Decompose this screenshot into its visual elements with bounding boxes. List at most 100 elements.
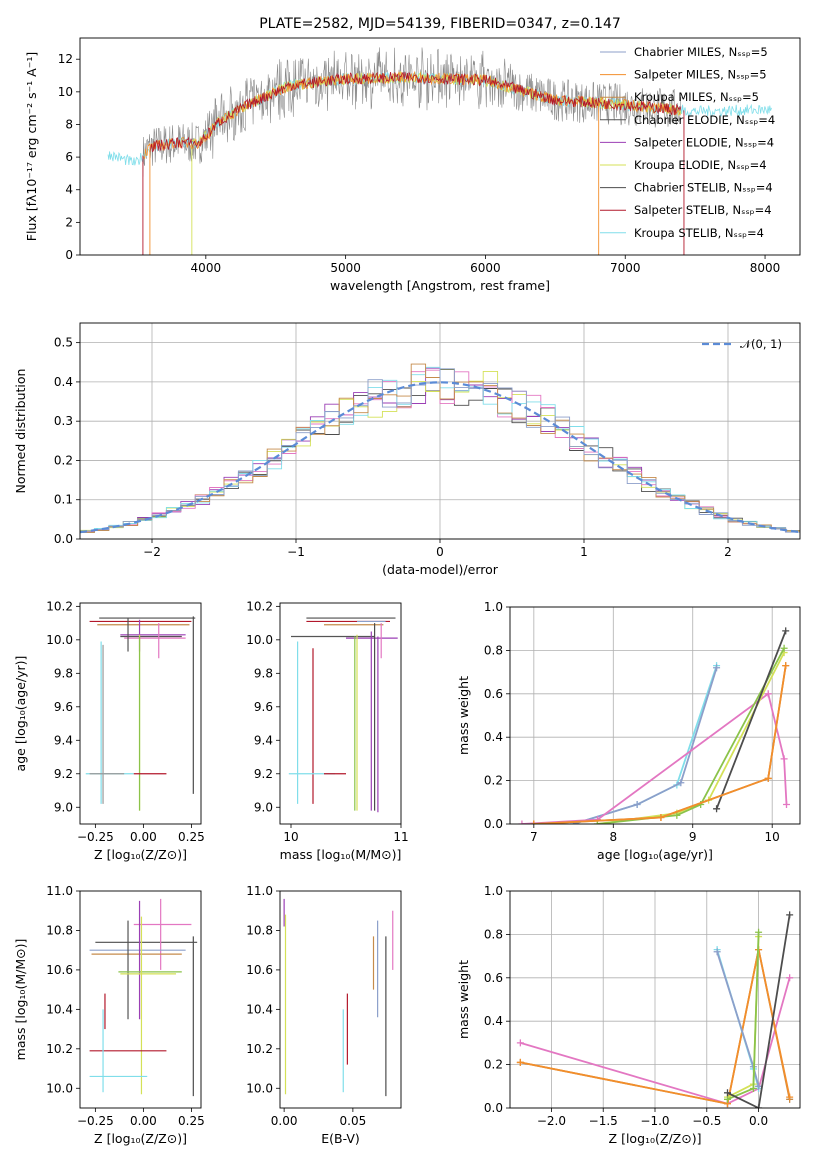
data-point (516, 1058, 524, 1066)
spectrum-data (142, 47, 682, 177)
data-point (782, 627, 790, 635)
data-point (530, 820, 538, 824)
x-axis-label: age [log₁₀(age/yr)] (597, 847, 713, 862)
series-line (520, 977, 791, 1105)
x-tick-label: 11 (393, 830, 408, 844)
x-axis-label: Z [log₁₀(Z/Z⊙)] (94, 847, 187, 862)
data-point (633, 800, 641, 808)
y-tick-label: 10.8 (46, 923, 73, 937)
data-point (593, 820, 601, 824)
y-tick-label: 0.0 (54, 532, 73, 546)
series-line (573, 667, 718, 824)
y-tick-label: 10.0 (246, 633, 273, 647)
plot-area (107, 47, 772, 255)
series-line (520, 949, 791, 1105)
series-line (715, 630, 787, 810)
y-tick-label: 1.0 (484, 884, 503, 898)
data-point (782, 662, 790, 670)
data-point (724, 1089, 731, 1097)
data-point (780, 755, 788, 763)
x-tick-label: −0.25 (77, 1114, 114, 1128)
data-point (673, 811, 681, 819)
y-axis-label: Flux [fλ10⁻¹⁷ erg cm⁻² s⁻¹ A⁻¹] (24, 52, 39, 241)
y-tick-label: 0.0 (484, 817, 503, 831)
x-tick-label: 1 (580, 545, 588, 559)
data-point (764, 690, 772, 698)
legend-label: Chabrier STELIB, Nₛₛₚ=4 (634, 181, 773, 195)
legend-label: Kroupa ELODIE, Nₛₛₚ=4 (634, 158, 767, 172)
x-tick-label: 5000 (330, 261, 361, 275)
x-tick-label: 0.0 (749, 1114, 768, 1128)
data-point (786, 974, 794, 982)
x-tick-label: 0.25 (178, 1114, 205, 1128)
y-tick-label: 0.4 (484, 1014, 503, 1028)
y-tick-label: 0.4 (54, 375, 73, 389)
data-point (713, 805, 721, 813)
normal-curve (80, 381, 800, 534)
y-tick-label: 0.2 (484, 1058, 503, 1072)
x-axis-label: Z [log₁₀(Z/Z⊙)] (94, 1131, 187, 1146)
panel-age-vs-Z: −0.25 0.00 0.25 9.0 9.2 9.4 9.6 9.8 10.0 10.2 Z [l… (13, 599, 205, 862)
x-tick-label: −2.0 (537, 1114, 566, 1128)
x-tick-label: −1 (287, 545, 305, 559)
data-point (755, 928, 763, 936)
series-line (521, 692, 788, 824)
y-tick-label: 9.4 (54, 733, 73, 747)
x-tick-label: 7 (530, 830, 538, 844)
x-tick-label: 4000 (191, 261, 222, 275)
axes-frame (279, 890, 402, 1109)
x-tick-label: 7000 (610, 261, 641, 275)
y-tick-label: 9.8 (254, 666, 273, 680)
x-axis-label: mass [log₁₀(M/M⊙)] (280, 847, 402, 862)
data-point (786, 911, 794, 919)
y-tick-label: 4 (65, 183, 73, 197)
y-tick-label: 12 (58, 52, 73, 66)
y-tick-label: 9.6 (254, 700, 273, 714)
data-point (749, 1084, 757, 1092)
legend-label: Salpeter STELIB, Nₛₛₚ=4 (634, 203, 772, 217)
y-tick-label: 8 (65, 117, 73, 131)
y-tick-label: 9.8 (54, 666, 73, 680)
y-tick-label: 9.6 (54, 700, 73, 714)
legend-label: Salpeter MILES, Nₛₛₚ=5 (634, 68, 767, 82)
x-tick-label: 10 (765, 830, 780, 844)
y-tick-label: 6 (65, 150, 73, 164)
y-tick-label: 9.2 (54, 767, 73, 781)
y-tick-label: 0.0 (484, 1101, 503, 1115)
x-axis-label: (data-model)/error (382, 562, 499, 577)
y-tick-label: 0 (65, 248, 73, 262)
y-tick-label: 11.0 (46, 884, 73, 898)
legend-label: Chabrier MILES, Nₛₛₚ=5 (634, 45, 768, 59)
x-axis-label: Z [log₁₀(Z/Z⊙)] (609, 1131, 702, 1146)
data-point (782, 800, 790, 808)
series-line (597, 647, 785, 824)
plot-area (80, 363, 800, 534)
data-point (518, 820, 526, 824)
y-tick-label: 0.1 (54, 493, 73, 507)
panel-mass-vs-EBV: 0.00 0.05 10.0 10.2 10.4 10.6 10.8 11.0 E(B-V) (246, 884, 402, 1146)
data-point (677, 779, 685, 787)
data-point (713, 664, 721, 672)
x-tick-label: 9 (689, 830, 697, 844)
y-axis-label: mass weight (456, 676, 471, 755)
x-tick-label: 8 (609, 830, 617, 844)
plot-area (288, 617, 398, 813)
y-axis-label: age [log₁₀(age/yr)] (13, 656, 28, 772)
y-tick-label: 9.4 (254, 733, 273, 747)
data-point (780, 644, 788, 652)
y-tick-label: 10.6 (246, 963, 273, 977)
plot-area (516, 911, 794, 1108)
y-tick-label: 0.3 (54, 414, 73, 428)
axes-frame (79, 890, 202, 1109)
model-spectrum-2 (142, 70, 681, 159)
plot-area (518, 627, 790, 824)
legend-label: Kroupa MILES, Nₛₛₚ=5 (634, 90, 759, 104)
plot-area (283, 898, 394, 1097)
y-tick-label: 10.0 (46, 633, 73, 647)
series-line (533, 665, 787, 824)
y-axis-label: mass weight (456, 960, 471, 1039)
y-tick-label: 9.0 (54, 800, 73, 814)
x-tick-label: 0.00 (271, 1114, 298, 1128)
x-tick-label: 0 (436, 545, 444, 559)
panel-mass-vs-Z: −0.25 0.00 0.25 10.0 10.2 10.4 10.6 10.8 11.0 Z [… (13, 884, 205, 1146)
